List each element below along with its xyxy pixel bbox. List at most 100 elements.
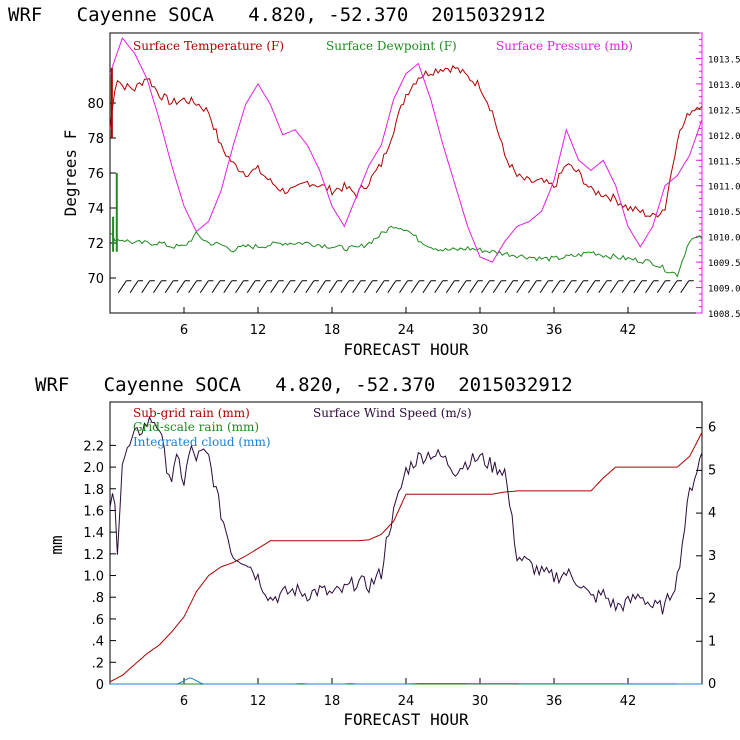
x-tick-label: 18 (324, 694, 341, 709)
y-tick-label: 72 (87, 237, 104, 252)
y2-tick-label: 1012.5 (708, 106, 740, 116)
x-tick-label: 18 (324, 323, 341, 338)
wind-barb (586, 280, 596, 294)
x-tick-label: 36 (546, 694, 563, 709)
wind-barb (164, 280, 174, 294)
wind-barb (633, 280, 643, 294)
wind-barb (223, 280, 233, 294)
wind-barb (481, 280, 490, 294)
wind-barb (375, 280, 385, 294)
wind-barb (469, 280, 479, 294)
y-tick-label: 1.2 (83, 548, 104, 563)
series-line-surface-temperature-f (109, 64, 703, 218)
bottom-y-axis-label: mm (47, 535, 66, 554)
y2-tick-label: 1011.0 (708, 183, 740, 193)
top-y2-ticks: 1008.5 1009.0 1009.5 1010.0 1010.5 1011.0 1011… (696, 32, 740, 320)
wind-barb (656, 280, 666, 294)
top-chart-title: WRF Cayenne SOCA 4.820, -52.370 20150329… (8, 4, 546, 26)
top-y-axis-label: Degrees F (61, 130, 80, 217)
wind-barb (445, 280, 455, 294)
series-line-integrated-cloud-mm (110, 677, 702, 685)
wind-barb (516, 280, 526, 294)
top-x-axis-label: FORECAST HOUR (343, 340, 469, 359)
wind-barb (211, 280, 221, 294)
legend-surface-wind-speed: Surface Wind Speed (m/s) (313, 406, 472, 420)
top-plot-frame (109, 32, 703, 314)
y-tick-label: 70 (87, 272, 104, 287)
wind-barb (281, 280, 291, 294)
wind-barb (258, 280, 268, 294)
y-tick-label: 2.0 (83, 461, 104, 476)
y2-tick-label: 1009.0 (708, 285, 740, 295)
y-tick-label: .8 (92, 591, 104, 606)
y-tick-label: 74 (87, 202, 104, 217)
y2-tick-label: 0 (708, 677, 716, 692)
y2-tick-label: 1011.5 (708, 157, 740, 167)
wind-barb (399, 280, 408, 294)
wind-barb (328, 280, 338, 294)
wind-barb (387, 280, 397, 294)
y-tick-label: 1.4 (83, 526, 104, 541)
x-tick-label: 42 (620, 694, 637, 709)
x-tick-label: 36 (546, 323, 563, 338)
wind-barb (141, 280, 151, 294)
wind-barb (363, 280, 373, 294)
y-tick-label: .2 (92, 656, 104, 671)
wind-barb (528, 280, 537, 294)
y-tick-label: 2.2 (83, 439, 104, 454)
x-tick-label: 24 (398, 694, 415, 709)
wind-barb (340, 280, 350, 294)
bottom-x-ticks: 6 12 18 24 30 36 42 (180, 678, 636, 709)
wind-barb (246, 280, 256, 294)
x-tick-label: 30 (472, 694, 489, 709)
wind-barb (270, 280, 280, 294)
y2-tick-label: 2 (708, 592, 716, 607)
y2-tick-label: 5 (708, 463, 716, 478)
wind-barb (492, 280, 502, 294)
y2-tick-label: 1013.5 (708, 55, 740, 65)
wind-barb (668, 280, 678, 294)
wind-barb (457, 280, 467, 294)
wind-barb (645, 280, 654, 294)
legend-surface-temperature: Surface Temperature (F) (133, 39, 284, 53)
x-tick-label: 6 (180, 694, 188, 709)
wind-barb (680, 280, 690, 294)
legend-gridscale-rain: Grid-scale rain (mm) (133, 420, 259, 434)
rain-wind-panel: WRF Cayenne SOCA 4.820, -52.370 20150329… (35, 374, 716, 729)
wind-barb (352, 280, 362, 294)
wind-barb (188, 280, 198, 294)
top-series (109, 37, 703, 278)
bottom-series (109, 415, 703, 685)
wind-barb (235, 280, 244, 294)
x-tick-label: 12 (250, 694, 267, 709)
x-tick-label: 12 (250, 323, 267, 338)
wind-barbs (117, 280, 694, 294)
legend-subgrid-rain: Sub-grid rain (mm) (133, 406, 250, 420)
wind-barb (563, 280, 572, 294)
y2-tick-label: 1012.0 (708, 132, 740, 142)
wind-barb (574, 280, 584, 294)
y2-tick-label: 1010.5 (708, 208, 740, 218)
y-tick-label: 1.0 (83, 570, 104, 585)
wind-barb (598, 280, 608, 294)
wind-barb (504, 280, 514, 294)
wind-barb (434, 280, 444, 294)
y2-tick-label: 1 (708, 634, 716, 649)
top-x-ticks: 6 12 18 24 30 36 42 (180, 307, 636, 338)
legend-surface-dewpoint: Surface Dewpoint (F) (326, 39, 457, 53)
legend-surface-pressure: Surface Pressure (mb) (496, 39, 633, 53)
y2-tick-label: 1009.5 (708, 259, 740, 269)
wind-barb (305, 280, 315, 294)
legend-integrated-cloud: Integrated cloud (mm) (133, 435, 271, 449)
y-tick-label: 1.6 (83, 504, 104, 519)
top-y-ticks: 70 72 74 76 78 80 (87, 97, 116, 287)
wind-barb (199, 280, 209, 294)
bottom-y-ticks: 0 .2 .4 .6 .8 1.0 1.2 1.4 1.6 1.8 2.0 2.2 (83, 439, 116, 693)
wind-barb (539, 280, 549, 294)
x-tick-label: 42 (620, 323, 637, 338)
bottom-x-axis-label: FORECAST HOUR (343, 710, 469, 729)
wind-barb (129, 280, 139, 294)
y-tick-label: 76 (87, 167, 104, 182)
y2-tick-label: 1013.0 (708, 81, 740, 91)
temperature-panel: WRF Cayenne SOCA 4.820, -52.370 20150329… (8, 4, 740, 359)
